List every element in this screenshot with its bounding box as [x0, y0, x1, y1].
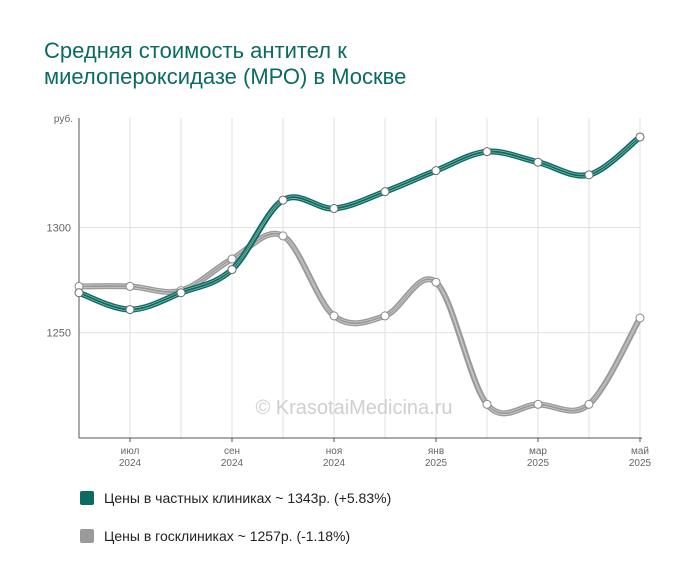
series-line-public: [76, 230, 643, 417]
legend-label-private: Цены в частных клиниках ~ 1343р. (+5.83%…: [104, 490, 392, 506]
data-point-private: [74, 288, 84, 298]
legend-swatch-private: [80, 491, 94, 505]
data-point-public: [482, 399, 492, 409]
data-point-private: [125, 305, 135, 315]
watermark: © KrasotaiMedicina.ru: [255, 397, 452, 419]
data-point-public: [635, 313, 645, 323]
y-tick-label: 1250: [47, 328, 71, 340]
axes: 12501300руб.июл2024сен2024ноя2024янв2025…: [47, 113, 652, 469]
legend-item-public[interactable]: Цены в госклиниках ~ 1257р. (-1.18%): [80, 524, 391, 548]
x-tick-label-year: 2025: [629, 458, 652, 469]
series-line-private: [76, 133, 643, 313]
chart-title-line-2: миелопероксидазе (МРО) в Москве: [44, 64, 407, 89]
series-private: [74, 132, 645, 315]
data-point-public: [125, 281, 135, 291]
data-point-private: [227, 265, 237, 275]
legend: Цены в частных клиниках ~ 1343р. (+5.83%…: [80, 486, 391, 562]
data-point-private: [482, 147, 492, 157]
data-point-public: [380, 311, 390, 321]
x-tick-label-year: 2024: [119, 458, 142, 469]
x-tick-label-month: сен: [224, 446, 240, 457]
data-point-public: [329, 311, 339, 321]
data-point-private: [584, 170, 594, 180]
series-group: [74, 132, 645, 417]
x-tick-label-year: 2025: [425, 458, 448, 469]
data-point-public: [431, 277, 441, 287]
data-point-private: [380, 187, 390, 197]
data-point-public: [227, 254, 237, 264]
chart-title: Средняя стоимость антител к миелоперокси…: [44, 38, 644, 90]
x-tick-label-year: 2024: [221, 458, 244, 469]
data-point-public: [584, 399, 594, 409]
series-line-highlight-private: [78, 135, 641, 309]
x-tick-label-month: мар: [529, 446, 547, 457]
x-tick-label-month: май: [631, 446, 649, 457]
x-tick-label-year: 2024: [323, 458, 346, 469]
x-tick-label-year: 2025: [527, 458, 550, 469]
data-point-private: [329, 204, 339, 214]
data-point-public: [278, 231, 288, 241]
data-point-private: [278, 195, 288, 205]
x-tick-label-month: ноя: [326, 446, 343, 457]
data-point-private: [635, 132, 645, 142]
legend-item-private[interactable]: Цены в частных клиниках ~ 1343р. (+5.83%…: [80, 486, 391, 510]
y-tick-label: 1300: [47, 222, 71, 234]
series-public: [74, 230, 645, 417]
data-point-private: [533, 157, 543, 167]
x-tick-label-month: янв: [428, 446, 444, 457]
data-point-private: [176, 288, 186, 298]
y-axis-unit-label: руб.: [54, 113, 73, 125]
series-line-highlight-private: [78, 137, 641, 312]
data-point-public: [533, 399, 543, 409]
x-tick-label-month: июл: [121, 446, 140, 457]
data-point-private: [431, 166, 441, 176]
legend-swatch-public: [80, 529, 94, 543]
legend-label-public: Цены в госклиниках ~ 1257р. (-1.18%): [104, 528, 351, 544]
chart-title-line-1: Средняя стоимость антител к: [44, 38, 347, 63]
